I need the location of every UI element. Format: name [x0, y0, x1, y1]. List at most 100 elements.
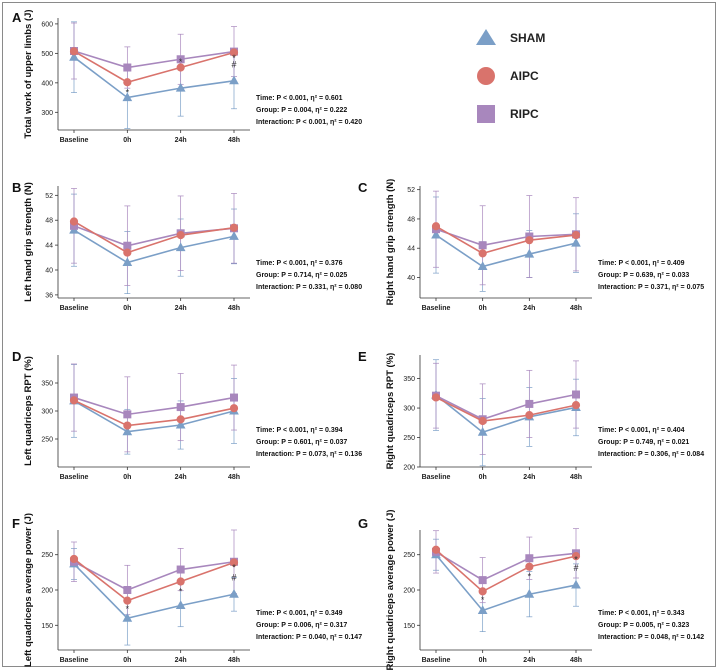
legend-sham-marker [476, 29, 496, 45]
panel-a-point-ripc [123, 63, 132, 72]
panel-b-ytick-label: 48 [45, 218, 53, 225]
panel-d-ylabel: Left quadriceps RPT (%) [23, 356, 34, 466]
panel-b-point-sham [175, 242, 186, 252]
panel-e-ytick-label: 300 [403, 406, 415, 413]
panel-a-line-aipc [73, 50, 235, 84]
panel-f-stats-line: Time: P < 0.001, η² = 0.349 [256, 610, 343, 617]
panel-d-ytick-label: 300 [41, 409, 53, 416]
panel-a-annotation: * [179, 57, 183, 67]
panel-g-point-aipc [478, 587, 487, 596]
panel-a-xtick-label: Baseline [60, 137, 89, 144]
panel-g-annotation: * [481, 595, 485, 605]
panel-b-point-sham [229, 231, 239, 240]
panel-a-point-aipc [69, 47, 79, 56]
panel-e-stats-line: Interaction: P = 0.306, η² = 0.084 [598, 451, 704, 458]
panel-e-ytick-label: 200 [403, 465, 415, 472]
panel-g-annotation: # [573, 563, 578, 573]
panel-c-ytick-label: 52 [407, 187, 415, 194]
panel-a-xtick-label: 0h [123, 137, 131, 144]
panel-e-xtick-label: 48h [570, 474, 582, 481]
panel-d-xtick-label: 24h [175, 474, 187, 481]
panel-c-ytick-label: 40 [407, 275, 415, 282]
panel-f-xtick-label: Baseline [60, 657, 89, 664]
panel-c-xtick-label: 48h [570, 305, 582, 312]
panel-c-ylabel: Right hand grip strength (N) [385, 179, 396, 306]
panel-g-xtick-label: 48h [570, 657, 582, 664]
panel-g-ytick-label: 150 [403, 623, 415, 630]
panel-a-annotation: * [126, 87, 130, 97]
panel-g-ytick-label: 250 [403, 552, 415, 559]
panel-a-letter: A [12, 10, 22, 25]
panel-e-letter: E [358, 349, 367, 364]
panel-c-ytick-label: 44 [407, 246, 415, 253]
panel-b-ylabel: Left hand grip strength (N) [23, 182, 34, 302]
panel-g-point-aipc [431, 545, 441, 554]
panel-e-line-ripc [435, 393, 577, 421]
panel-g-xtick-label: Baseline [422, 657, 451, 664]
panel-a-ytick-label: 500 [41, 51, 53, 58]
panel-f-annotation: * [126, 604, 130, 614]
panel-d-point-aipc [123, 421, 132, 430]
panel-d-ytick-label: 250 [41, 437, 53, 444]
panel-a-point-sham [122, 92, 133, 102]
panel-e-ytick-label: 350 [403, 376, 415, 383]
panel-g-letter: G [358, 516, 368, 531]
panel-f-annotation: * [232, 562, 236, 572]
panel-e-xtick-label: Baseline [422, 474, 451, 481]
panel-d-point-aipc [229, 404, 239, 413]
panel-c-point-aipc [571, 230, 581, 240]
panel-d-point-sham [122, 426, 133, 436]
panel-c-line-ripc [435, 228, 577, 247]
panel-b-ytick-label: 44 [45, 243, 53, 250]
panel-d-letter: D [12, 349, 21, 364]
panel-c-point-sham [477, 261, 488, 271]
panel-f-point-aipc [69, 554, 79, 564]
panel-f-ytick-label: 250 [41, 552, 53, 559]
panel-c-stats-line: Group: P = 0.639, η² = 0.033 [598, 272, 689, 279]
legend-ripc-marker [477, 105, 495, 123]
panel-a-ytick-label: 600 [41, 21, 53, 28]
panel-g-ylabel: Right quadriceps average power (J) [385, 509, 396, 670]
panel-b-xtick-label: 0h [123, 305, 131, 312]
panel-a-point-aipc [123, 78, 132, 87]
panel-b-point-ripc [123, 241, 132, 250]
panel-f-xtick-label: 24h [175, 657, 187, 664]
panel-f-point-aipc [176, 577, 185, 586]
panel-f-xtick-label: 0h [123, 657, 131, 664]
panel-d-point-aipc [176, 415, 185, 424]
panel-e-point-aipc [571, 401, 581, 410]
panel-a-ytick-label: 400 [41, 80, 53, 87]
panel-f-point-aipc [229, 558, 239, 567]
panel-f-point-sham [175, 600, 186, 610]
panel-e-xtick-label: 0h [479, 474, 487, 481]
panel-d-point-ripc [230, 393, 238, 402]
panel-f-line-ripc [73, 560, 235, 591]
panel-e-line-aipc [435, 396, 577, 422]
panel-a-point-sham [175, 82, 186, 92]
panel-c-point-ripc [478, 241, 487, 250]
panel-d-point-aipc [69, 396, 79, 405]
panel-b-ytick-label: 36 [45, 292, 53, 299]
panel-c-xtick-label: 0h [479, 305, 487, 312]
panel-c-xtick-label: 24h [523, 305, 535, 312]
panel-g-point-ripc [525, 554, 534, 563]
panel-f-point-sham [122, 613, 133, 622]
panel-b-stats-line: Group: P = 0.714, η² = 0.025 [256, 272, 347, 279]
panel-c-ytick-label: 48 [407, 216, 415, 223]
panel-f-point-ripc [123, 586, 132, 594]
panel-c-line-aipc [435, 225, 577, 255]
panel-b-point-aipc [123, 248, 132, 257]
panel-g-point-sham [477, 605, 488, 614]
panel-b-point-aipc [229, 223, 239, 232]
panel-f-letter: F [12, 516, 20, 531]
panel-d-point-ripc [123, 410, 132, 419]
panel-a-point-ripc [176, 55, 185, 64]
panel-a-ytick-label: 300 [41, 110, 53, 117]
panel-g-point-ripc [478, 576, 487, 585]
panel-c-line-sham [435, 234, 577, 268]
panel-d-xtick-label: Baseline [60, 474, 89, 481]
panel-b-point-sham [122, 257, 133, 267]
panel-g-point-aipc [525, 562, 534, 571]
panel-f-line-sham [73, 563, 235, 620]
